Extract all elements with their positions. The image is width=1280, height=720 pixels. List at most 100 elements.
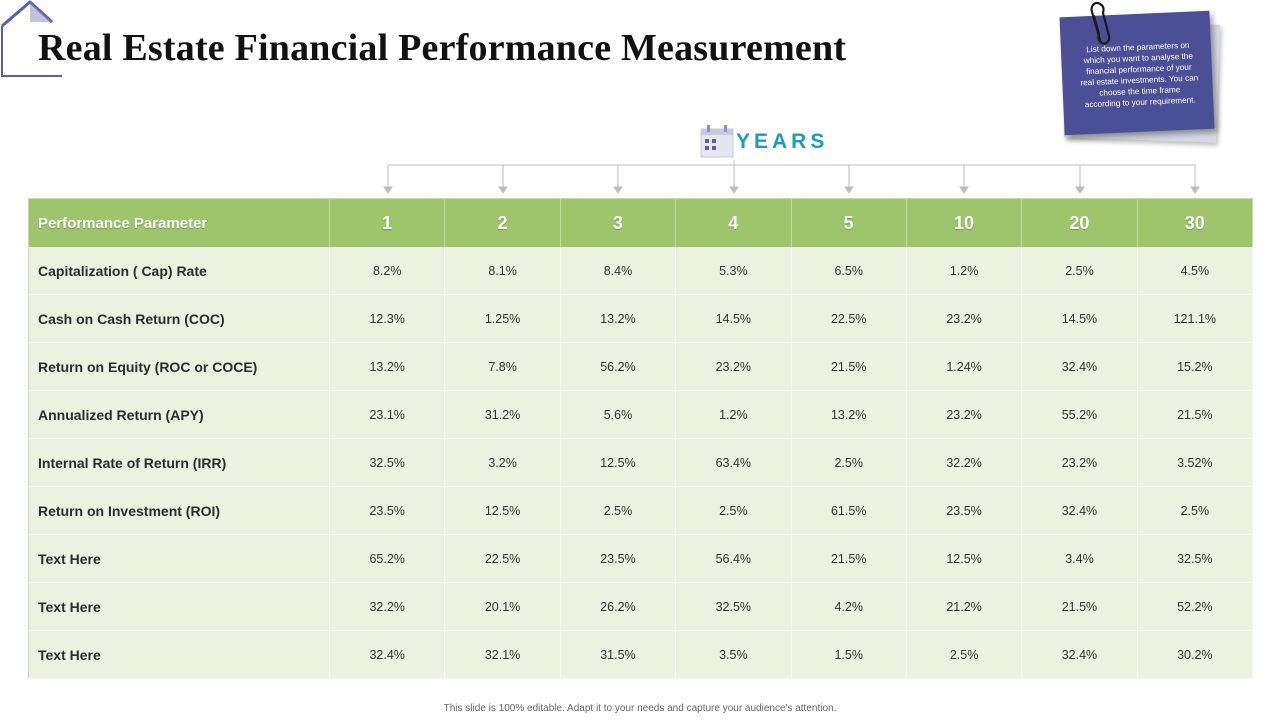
column-header-parameter: Performance Parameter <box>28 198 330 247</box>
note-text: List down the parameters on which you wa… <box>1080 40 1199 110</box>
column-header-year: 20 <box>1021 198 1138 247</box>
value-cell: 12.5% <box>444 486 561 535</box>
calendar-icon <box>700 125 734 158</box>
value-cell: 2.5% <box>1021 247 1138 295</box>
column-header-year: 3 <box>560 198 677 247</box>
table-row: Text Here 32.4% 32.1% 31.5% 3.5% 1.5% 2.5% 32.4… <box>28 630 1254 679</box>
house-icon <box>1 0 62 77</box>
value-cell: 8.1% <box>444 247 561 295</box>
value-cell: 12.5% <box>560 438 677 487</box>
parameter-label: Text Here <box>28 582 330 631</box>
value-cell: 13.2% <box>560 294 677 343</box>
table-row: Internal Rate of Return (IRR) 32.5% 3.2% 12… <box>28 438 1254 487</box>
parameter-label: Text Here <box>28 534 330 583</box>
value-cell: 32.4% <box>1021 486 1138 535</box>
value-cell: 22.5% <box>444 534 561 583</box>
value-cell: 23.2% <box>675 342 792 391</box>
value-cell: 2.5% <box>791 438 907 487</box>
value-cell: 14.5% <box>675 294 792 343</box>
value-cell: 61.5% <box>791 486 907 535</box>
parameter-label: Text Here <box>28 630 330 679</box>
value-cell: 13.2% <box>791 390 907 439</box>
value-cell: 32.5% <box>675 582 792 631</box>
page-title: Real Estate Financial Performance Measur… <box>38 27 847 69</box>
value-cell: 26.2% <box>560 582 677 631</box>
value-cell: 52.2% <box>1137 582 1254 631</box>
value-cell: 5.3% <box>675 247 792 295</box>
value-cell: 23.1% <box>329 390 446 439</box>
value-cell: 1.2% <box>675 390 792 439</box>
value-cell: 1.25% <box>444 294 561 343</box>
parameter-label: Cash on Cash Return (COC) <box>28 294 330 343</box>
table-row: Return on Investment (ROI) 23.5% 12.5% 2.5%… <box>28 486 1254 535</box>
value-cell: 3.5% <box>675 630 792 679</box>
value-cell: 22.5% <box>791 294 907 343</box>
value-cell: 63.4% <box>675 438 792 487</box>
value-cell: 31.2% <box>444 390 561 439</box>
table-row: Text Here 32.2% 20.1% 26.2% 32.5% 4.2% 21.2% 21… <box>28 582 1254 631</box>
value-cell: 8.4% <box>560 247 677 295</box>
value-cell: 1.5% <box>791 630 907 679</box>
value-cell: 32.5% <box>1137 534 1254 583</box>
column-header-year: 4 <box>675 198 792 247</box>
parameter-label: Return on Investment (ROI) <box>28 486 330 535</box>
value-cell: 21.5% <box>791 534 907 583</box>
value-cell: 7.8% <box>444 342 561 391</box>
value-cell: 14.5% <box>1021 294 1138 343</box>
value-cell: 32.1% <box>444 630 561 679</box>
value-cell: 2.5% <box>1137 486 1254 535</box>
table-header-row: Performance Parameter 1 2 3 4 5 10 20 30 <box>28 198 1254 247</box>
value-cell: 23.5% <box>906 486 1023 535</box>
value-cell: 21.2% <box>906 582 1023 631</box>
column-header-year: 2 <box>444 198 561 247</box>
value-cell: 32.4% <box>1021 630 1138 679</box>
value-cell: 121.1% <box>1137 294 1254 343</box>
value-cell: 2.5% <box>906 630 1023 679</box>
value-cell: 13.2% <box>329 342 446 391</box>
table-row: Text Here 65.2% 22.5% 23.5% 56.4% 21.5% 12.5% 3… <box>28 534 1254 583</box>
value-cell: 2.5% <box>560 486 677 535</box>
value-cell: 21.5% <box>791 342 907 391</box>
value-cell: 32.2% <box>329 582 446 631</box>
value-cell: 20.1% <box>444 582 561 631</box>
column-header-year: 1 <box>329 198 446 247</box>
value-cell: 15.2% <box>1137 342 1254 391</box>
value-cell: 23.2% <box>1021 438 1138 487</box>
value-cell: 12.3% <box>329 294 446 343</box>
value-cell: 3.4% <box>1021 534 1138 583</box>
value-cell: 12.5% <box>906 534 1023 583</box>
value-cell: 56.2% <box>560 342 677 391</box>
value-cell: 31.5% <box>560 630 677 679</box>
value-cell: 23.5% <box>560 534 677 583</box>
value-cell: 23.5% <box>329 486 446 535</box>
table-row: Capitalization ( Cap) Rate 8.2% 8.1% 8.4% 5.… <box>28 247 1254 295</box>
table-row: Annualized Return (APY) 23.1% 31.2% 5.6% 1.2… <box>28 390 1254 439</box>
table-row: Return on Equity (ROC or COCE) 13.2% 7.8% 5… <box>28 342 1254 391</box>
value-cell: 1.2% <box>906 247 1023 295</box>
value-cell: 1.24% <box>906 342 1023 391</box>
value-cell: 56.4% <box>675 534 792 583</box>
parameter-label: Annualized Return (APY) <box>28 390 330 439</box>
years-label: YEARS <box>736 130 829 153</box>
value-cell: 5.6% <box>560 390 677 439</box>
value-cell: 32.4% <box>1021 342 1138 391</box>
value-cell: 23.2% <box>906 390 1023 439</box>
value-cell: 8.2% <box>329 247 446 295</box>
footer-note: This slide is 100% editable. Adapt it to… <box>443 703 837 714</box>
value-cell: 32.4% <box>329 630 446 679</box>
column-header-year: 5 <box>791 198 907 247</box>
value-cell: 2.5% <box>675 486 792 535</box>
value-cell: 55.2% <box>1021 390 1138 439</box>
paperclip-icon <box>1090 1 1111 45</box>
years-heading: YEARS <box>700 124 828 160</box>
value-cell: 6.5% <box>791 247 907 295</box>
value-cell: 3.52% <box>1137 438 1254 487</box>
value-cell: 32.5% <box>329 438 446 487</box>
value-cell: 21.5% <box>1137 390 1254 439</box>
value-cell: 65.2% <box>329 534 446 583</box>
value-cell: 3.2% <box>444 438 561 487</box>
performance-table: Performance Parameter 1 2 3 4 5 10 20 30… <box>28 198 1254 679</box>
parameter-label: Return on Equity (ROC or COCE) <box>28 342 330 391</box>
value-cell: 30.2% <box>1137 630 1254 679</box>
column-header-year: 30 <box>1137 198 1254 247</box>
